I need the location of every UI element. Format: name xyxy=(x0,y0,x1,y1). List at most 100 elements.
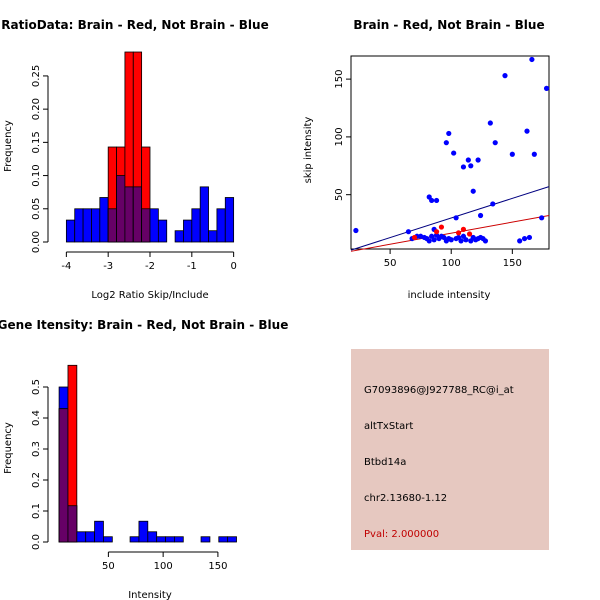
intensity-bar-notbrain xyxy=(227,536,237,543)
scatter-point-notbrain xyxy=(470,188,476,194)
intensity-bar-notbrain xyxy=(85,531,95,543)
intensity-bar-notbrain xyxy=(200,536,211,543)
intensity-axes: 0.0 0.1 0.2 0.3 0.4 0.5 50 100 150 xyxy=(31,379,227,572)
scatter-point-notbrain xyxy=(458,238,464,244)
ratio-bar-overlap xyxy=(141,208,151,243)
ratio-histogram: RatioData: Brain - Red, Not Brain - Blue… xyxy=(1,18,268,301)
scatter-point-notbrain xyxy=(405,229,412,235)
scatter-point-notbrain xyxy=(468,163,474,169)
probe-id: G7093896@J927788_RC@i_at xyxy=(364,385,514,396)
scatter-point-notbrain xyxy=(465,157,471,163)
intensity-scatter: Brain - Red, Not Brain - Blue 50 100 15050… xyxy=(303,18,550,301)
gene-intensity-histogram: Gene Itensity: Brain - Red, Not Brain - … xyxy=(0,318,288,600)
scatter-points xyxy=(353,56,550,244)
ratio-axes: 0.00 0.05 0.10 0.15 0.20 0.25 -4 -3 -2 -1 0 xyxy=(31,65,237,272)
intensity-x-tick-label: 100 xyxy=(154,561,173,572)
intensity-bar-overlap xyxy=(58,408,69,543)
scatter-point-notbrain xyxy=(526,234,533,241)
ratio-bar-notbrain xyxy=(183,219,193,243)
scatter-y-tick-label: 100 xyxy=(334,127,345,146)
scatter-point-brain xyxy=(455,230,462,236)
scatter-x-tick-label: 50 xyxy=(384,258,397,269)
intensity-y-tick-label: 0.2 xyxy=(31,472,42,488)
scatter-point-brain xyxy=(411,234,418,241)
ratio-ylabel: Frequency xyxy=(3,120,14,172)
scatter-point-notbrain xyxy=(426,238,432,244)
intensity-bar-notbrain xyxy=(138,520,149,543)
intensity-bar-notbrain xyxy=(218,536,229,543)
ratio-bar-notbrain xyxy=(65,219,76,243)
intensity-xlabel: Intensity xyxy=(128,590,172,600)
scatter-point-notbrain xyxy=(482,238,489,244)
scatter-xlabel: include intensity xyxy=(408,290,491,301)
scatter-axes: 50 100 150 50 100 150 xyxy=(334,70,522,269)
ratio-bar-notbrain xyxy=(224,197,235,243)
ratio-bar-notbrain xyxy=(174,230,184,243)
scatter-title: Brain - Red, Not Brain - Blue xyxy=(353,18,544,32)
intensity-y-tick-label: 0.5 xyxy=(31,379,42,395)
scatter-point-brain xyxy=(433,229,440,235)
probe-info-panel: G7093896@J927788_RC@i_at altTxStart Btbd… xyxy=(351,349,549,550)
ratio-y-tick-label: 0.10 xyxy=(31,164,42,186)
ratio-y-tick-label: 0.00 xyxy=(31,231,42,253)
ratio-x-tick-label: -2 xyxy=(145,261,155,272)
intensity-bar-notbrain xyxy=(76,531,87,543)
scatter-point-notbrain xyxy=(429,197,435,204)
ratio-x-tick-label: -4 xyxy=(61,261,71,272)
scatter-point-notbrain xyxy=(487,120,493,126)
scatter-point-notbrain xyxy=(446,130,452,137)
scatter-point-notbrain xyxy=(460,164,467,170)
scatter-ylabel: skip intensity xyxy=(303,117,314,184)
genomic-location: chr2.13680-1.12 xyxy=(364,493,448,504)
scatter-point-notbrain xyxy=(524,128,530,134)
intensity-bars xyxy=(58,364,237,543)
intensity-bar-notbrain xyxy=(165,536,175,543)
intensity-y-tick-label: 0.4 xyxy=(31,410,42,426)
scatter-point-notbrain xyxy=(475,157,481,163)
scatter-point-notbrain xyxy=(443,140,449,146)
scatter-point-notbrain xyxy=(453,215,459,221)
scatter-fit-line xyxy=(350,214,550,252)
ratio-bar-overlap xyxy=(116,175,126,243)
ratio-bar-overlap xyxy=(124,186,134,243)
scatter-point-notbrain xyxy=(431,237,437,243)
intensity-x-tick-label: 50 xyxy=(102,561,115,572)
intensity-x-tick-label: 150 xyxy=(208,561,227,572)
scatter-point-notbrain xyxy=(531,151,537,157)
ratio-y-tick-label: 0.05 xyxy=(31,198,42,220)
intensity-y-tick-label: 0.3 xyxy=(31,441,42,457)
scatter-x-tick-label: 150 xyxy=(503,258,522,269)
scatter-point-brain xyxy=(438,224,445,230)
ratio-bar-notbrain xyxy=(199,186,209,243)
intensity-bar-notbrain xyxy=(103,536,113,543)
scatter-point-notbrain xyxy=(543,85,550,91)
scatter-y-tick-label: 150 xyxy=(334,70,345,89)
ratio-bar-notbrain xyxy=(91,208,101,243)
scatter-plot-box xyxy=(350,55,550,250)
scatter-point-brain xyxy=(466,231,473,237)
scatter-point-notbrain xyxy=(521,235,528,242)
ratio-bar-notbrain xyxy=(74,208,84,243)
scatter-point-brain xyxy=(460,226,467,232)
ratio-bar-notbrain xyxy=(82,208,92,243)
ratio-bar-notbrain xyxy=(99,197,109,243)
scatter-point-notbrain xyxy=(529,56,535,63)
scatter-point-notbrain xyxy=(448,237,454,243)
scatter-point-notbrain xyxy=(433,197,440,204)
intensity-title: Gene Itensity: Brain - Red, Not Brain - … xyxy=(0,318,288,332)
ratio-y-tick-label: 0.25 xyxy=(31,65,42,87)
ratio-x-tick-label: -3 xyxy=(103,261,113,272)
intensity-bar-notbrain xyxy=(129,536,140,543)
scatter-point-notbrain xyxy=(517,238,523,244)
scatter-point-notbrain xyxy=(353,227,359,234)
scatter-point-notbrain xyxy=(492,140,498,146)
intensity-bar-notbrain xyxy=(94,520,104,543)
ratio-x-tick-label: -1 xyxy=(187,261,197,272)
ratio-bar-overlap xyxy=(132,186,143,243)
intensity-bar-notbrain xyxy=(174,536,184,543)
pval-text: Pval: 2.000000 xyxy=(364,529,440,540)
scatter-fit-lines xyxy=(350,186,550,252)
ratio-y-tick-label: 0.15 xyxy=(31,131,42,153)
ratio-bar-notbrain xyxy=(208,230,218,243)
